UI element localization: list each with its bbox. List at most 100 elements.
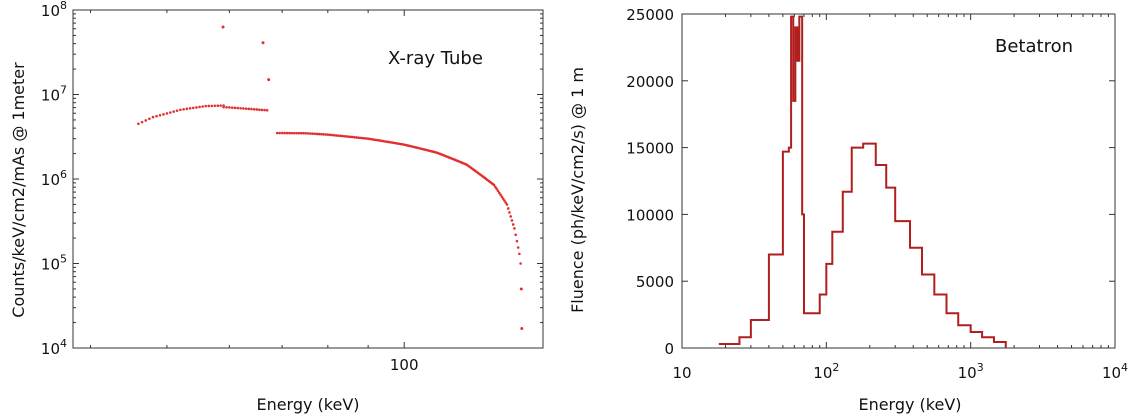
- spectrum-point: [320, 132, 323, 136]
- spectrum-point: [496, 189, 500, 193]
- spectrum-point: [495, 187, 498, 191]
- fluence-step-line: [718, 15, 1007, 348]
- spectrum-point: [341, 134, 344, 138]
- spectrum-point: [204, 104, 208, 108]
- spectrum-point: [311, 132, 314, 135]
- spectrum-point: [510, 219, 514, 222]
- spectrum-point: [233, 106, 237, 110]
- left-x-axis-label: Energy (keV): [256, 395, 359, 414]
- spectrum-point: [225, 105, 228, 109]
- spectrum-point: [330, 133, 334, 137]
- spectrum-point: [222, 105, 225, 109]
- spectrum-point: [144, 119, 148, 122]
- peak-point: [267, 78, 271, 82]
- spectrum-point: [519, 262, 522, 265]
- spectrum-point: [516, 246, 520, 249]
- peak-point: [261, 41, 265, 45]
- spectrum-point: [216, 104, 220, 108]
- spectrum-point: [263, 108, 266, 112]
- spectrum-point: [353, 135, 356, 139]
- spectrum-point: [290, 131, 294, 135]
- spectrum-point: [364, 137, 368, 140]
- spectrum-point: [247, 107, 251, 111]
- spectrum-point: [230, 106, 234, 109]
- spectrum-point: [195, 106, 198, 109]
- left-y-axis-label: Counts/keV/cm2/mAs @ 1meter: [9, 62, 28, 318]
- spectrum-point: [357, 136, 360, 139]
- spectrum-point: [207, 104, 211, 108]
- spectrum-point: [497, 191, 501, 195]
- spectrum-point: [137, 122, 140, 126]
- spectrum-point: [359, 136, 362, 140]
- spectrum-point: [322, 133, 325, 136]
- spectrum-point: [355, 136, 358, 139]
- left-y-tick-label: 104: [41, 337, 67, 358]
- spectrum-point: [302, 131, 305, 135]
- spectrum-point: [198, 105, 201, 109]
- spectrum-point: [349, 135, 352, 139]
- spectrum-point: [283, 131, 286, 135]
- spectrum-point: [514, 233, 517, 237]
- spectrum-point: [509, 215, 513, 218]
- right-y-tick-label: 20000: [626, 73, 674, 91]
- spectrum-point: [280, 131, 284, 135]
- spectrum-point: [506, 207, 510, 210]
- spectrum-point: [332, 133, 336, 137]
- spectrum-point: [505, 203, 509, 206]
- peak-point: [519, 287, 523, 291]
- spectrum-point: [210, 104, 214, 108]
- right-x-tick-label: 10: [672, 364, 691, 382]
- spectrum-point: [324, 133, 327, 136]
- right-y-axis-label: Fluence (ph/keV/cm2/s) @ 1 m: [568, 67, 587, 313]
- spectrum-point: [158, 113, 162, 117]
- spectrum-point: [317, 132, 321, 136]
- spectrum-point: [306, 132, 310, 135]
- spectrum-point: [169, 111, 172, 114]
- spectrum-point: [165, 112, 169, 115]
- spectrum-point: [513, 227, 516, 230]
- spectrum-point: [252, 107, 256, 111]
- spectrum-point: [162, 113, 165, 116]
- right-annotation: Betatron: [995, 36, 1073, 57]
- spectrum-point: [337, 134, 340, 137]
- peak-point: [221, 25, 225, 29]
- spectrum-point: [250, 107, 253, 111]
- spectrum-point: [236, 106, 240, 110]
- right-y-tick-label: 5000: [636, 273, 674, 291]
- right-axis-ticks: 0 5000 10000 15000 20000 25000 10 102 103 104: [626, 6, 1128, 382]
- spectrum-point: [361, 136, 364, 140]
- spectrum-point: [504, 201, 507, 204]
- spectrum-point: [492, 183, 496, 187]
- right-y-tick-label: 10000: [626, 206, 674, 224]
- spectrum-point: [188, 107, 192, 110]
- spectrum-point: [155, 114, 158, 118]
- right-y-tick-label: 25000: [626, 6, 674, 24]
- spectrum-point: [308, 132, 312, 135]
- spectrum-point: [288, 131, 291, 135]
- right-x-tick-label: 104: [1102, 361, 1128, 382]
- right-y-tick-label: 15000: [626, 140, 674, 158]
- spectrum-point: [347, 135, 350, 138]
- spectrum-point: [258, 108, 261, 111]
- spectrum-point: [239, 106, 242, 110]
- spectrum-point: [228, 106, 231, 109]
- spectrum-point: [326, 133, 330, 136]
- left-y-tick-label: 105: [41, 253, 67, 274]
- spectrum-point: [265, 109, 269, 112]
- spectrum-point: [503, 199, 506, 202]
- spectrum-point: [518, 252, 521, 256]
- left-y-tick-label: 107: [41, 84, 67, 105]
- spectrum-point: [499, 193, 502, 196]
- right-x-axis-label: Energy (keV): [858, 395, 961, 414]
- spectrum-point: [285, 131, 289, 135]
- spectrum-point: [351, 135, 354, 139]
- betatron-chart: 0 5000 10000 15000 20000 25000 10 102 103 104 Bet…: [568, 6, 1128, 414]
- spectrum-point: [213, 104, 217, 108]
- spectrum-point: [315, 132, 319, 136]
- spectrum-point: [339, 134, 342, 138]
- spectrum-point: [345, 135, 348, 138]
- spectrum-point: [494, 185, 497, 189]
- right-y-tick-label: 0: [664, 340, 674, 358]
- spectrum-point: [297, 131, 301, 135]
